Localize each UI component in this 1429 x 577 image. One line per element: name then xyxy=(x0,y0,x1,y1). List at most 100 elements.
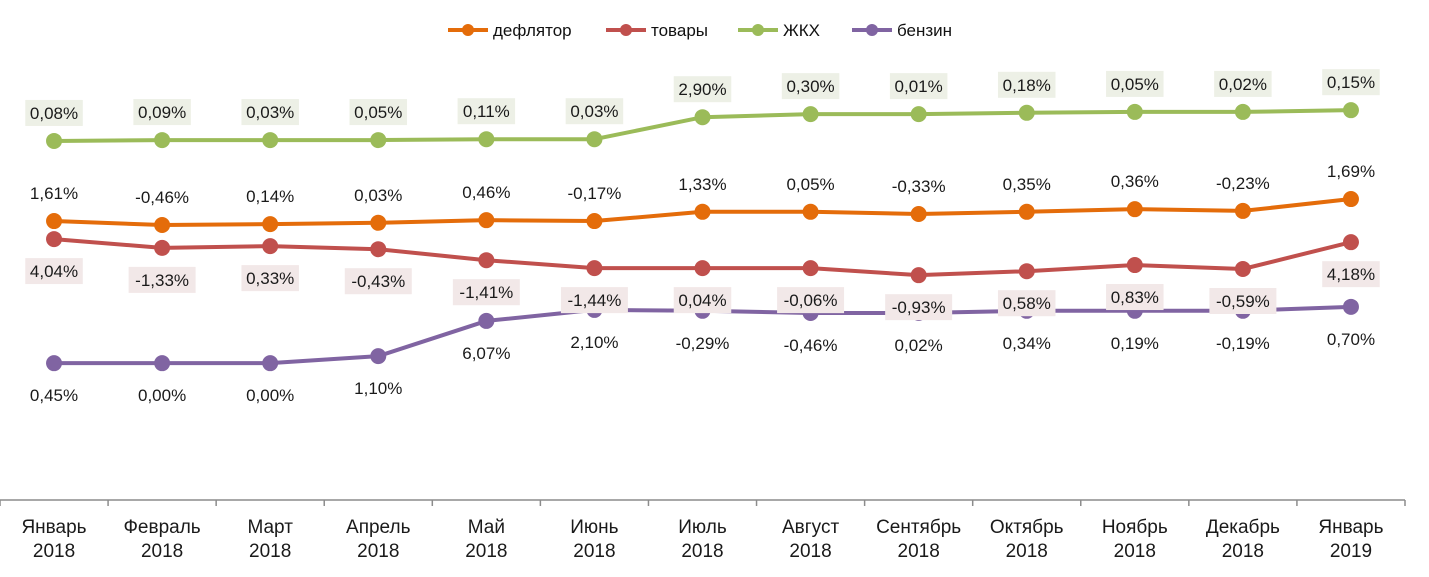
data-point xyxy=(46,231,63,248)
data-label-bg xyxy=(1322,261,1380,288)
data-label: 0,00% xyxy=(246,386,294,405)
series-lines xyxy=(46,102,1359,372)
data-label-bg xyxy=(1322,69,1380,96)
data-labels: 1,61% -0,46% 0,14% 0,03% 0,46% -0,17% 1,33% 0,0… xyxy=(25,69,1380,405)
data-label: -0,23% xyxy=(1216,174,1270,193)
x-tick-label-month: Сентябрь xyxy=(876,517,961,538)
data-label: 1,61% xyxy=(30,184,78,203)
data-point xyxy=(46,132,63,149)
legend-item-1: товары xyxy=(606,21,708,40)
data-label: 0,00% xyxy=(138,386,186,405)
legend-item-3: бензин xyxy=(852,21,952,40)
data-label: -1,33% xyxy=(135,271,189,290)
data-point xyxy=(1018,203,1035,220)
data-label-bg xyxy=(997,290,1056,317)
data-label: 0,46% xyxy=(462,183,510,202)
data-label: 0,58% xyxy=(1003,294,1051,313)
x-tick-label-month: Январь xyxy=(1318,517,1383,538)
data-label: -0,43% xyxy=(351,272,405,291)
data-point xyxy=(802,260,819,277)
data-label: -0,46% xyxy=(784,336,838,355)
data-label: 0,05% xyxy=(786,175,834,194)
data-point xyxy=(586,213,603,230)
x-tick-label-year: 2019 xyxy=(1330,541,1372,562)
data-point xyxy=(910,206,927,222)
data-label-bg xyxy=(673,287,732,314)
data-label: 1,33% xyxy=(678,175,726,194)
data-label-bg xyxy=(133,99,191,126)
x-tick-label-year: 2018 xyxy=(465,541,507,562)
data-label: 2,90% xyxy=(678,80,726,99)
data-label-bg xyxy=(452,279,520,306)
data-label: 0,03% xyxy=(354,186,402,205)
data-point xyxy=(370,241,387,258)
data-label: -0,46% xyxy=(135,188,189,207)
data-label: -0,06% xyxy=(784,291,838,310)
data-label: 2,10% xyxy=(570,333,618,352)
data-label-bg xyxy=(241,265,299,292)
data-point xyxy=(586,131,603,148)
data-point xyxy=(478,131,495,148)
data-point xyxy=(1234,202,1251,219)
data-point xyxy=(46,355,63,372)
data-label: 0,01% xyxy=(895,77,943,96)
data-point xyxy=(910,267,927,284)
data-point xyxy=(1234,103,1251,120)
data-label: -0,33% xyxy=(892,177,946,196)
x-tick-label-month: Октябрь xyxy=(990,517,1064,538)
data-label-bg xyxy=(889,73,948,100)
legend-label: дефлятор xyxy=(493,21,572,40)
x-tick-label-month: Февраль xyxy=(123,517,200,538)
data-label-bg xyxy=(885,294,953,321)
x-tick-label-year: 2018 xyxy=(1222,541,1264,562)
data-label-bg xyxy=(128,266,196,293)
data-label: 1,10% xyxy=(354,379,402,398)
data-label: 0,11% xyxy=(463,102,510,121)
data-point xyxy=(154,239,171,256)
data-point xyxy=(478,252,495,269)
data-label-bg xyxy=(673,76,732,103)
data-point xyxy=(694,109,711,126)
legend: дефлятор товары ЖКХ бензин xyxy=(448,21,952,40)
data-point xyxy=(1126,201,1143,218)
x-tick-label-month: Май xyxy=(468,517,505,538)
data-label: 0,70% xyxy=(1327,330,1375,349)
x-tick-label-month: Март xyxy=(247,517,293,538)
data-label-bg xyxy=(25,99,83,126)
data-label: 0,35% xyxy=(1003,175,1051,194)
data-point xyxy=(262,132,279,149)
data-point xyxy=(1018,104,1035,121)
data-label: 0,03% xyxy=(570,102,618,121)
data-label: 0,05% xyxy=(1111,75,1159,94)
data-label-bg xyxy=(781,73,840,100)
x-tick-label-year: 2018 xyxy=(681,541,723,562)
x-tick-label-year: 2018 xyxy=(1114,541,1156,562)
x-axis: Январь 2018 Февраль 2018 Март 2018 Апрель 2018 М… xyxy=(0,499,1406,562)
x-tick-label-year: 2018 xyxy=(141,541,183,562)
data-point xyxy=(154,132,171,149)
data-label: -0,17% xyxy=(567,184,621,203)
data-point xyxy=(694,260,711,277)
data-label: -0,59% xyxy=(1216,292,1270,311)
data-point xyxy=(1018,263,1035,280)
data-point xyxy=(802,203,819,220)
data-point xyxy=(370,348,387,365)
x-tick-label-year: 2018 xyxy=(1006,541,1048,562)
data-label: 6,07% xyxy=(462,344,510,363)
data-label: -0,93% xyxy=(892,298,946,317)
data-point xyxy=(1126,257,1143,274)
data-label-bg xyxy=(25,258,83,285)
data-point xyxy=(478,312,495,329)
data-point xyxy=(262,238,279,255)
data-label-bg xyxy=(457,98,516,125)
data-label: -1,44% xyxy=(567,291,621,310)
data-point xyxy=(1342,102,1359,119)
legend-label: товары xyxy=(651,21,708,40)
data-label-bg xyxy=(997,71,1056,98)
data-label: 0,33% xyxy=(246,269,294,288)
data-label: 0,34% xyxy=(1003,334,1051,353)
data-label-bg xyxy=(560,287,628,314)
legend-label: бензин xyxy=(897,21,952,40)
x-tick-label-month: Декабрь xyxy=(1206,517,1280,538)
